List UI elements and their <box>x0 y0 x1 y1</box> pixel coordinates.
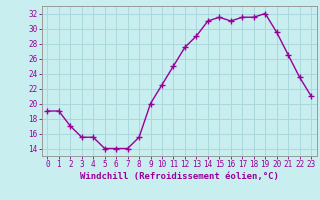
X-axis label: Windchill (Refroidissement éolien,°C): Windchill (Refroidissement éolien,°C) <box>80 172 279 181</box>
